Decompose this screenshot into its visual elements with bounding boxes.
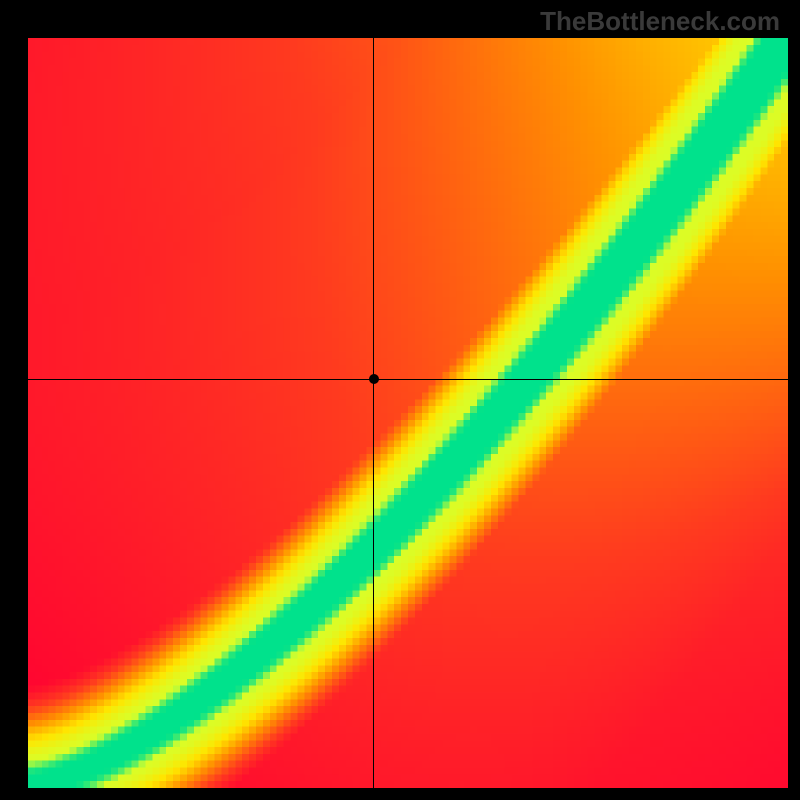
watermark-text: TheBottleneck.com bbox=[540, 6, 780, 37]
crosshair-vertical bbox=[373, 38, 374, 788]
crosshair-horizontal bbox=[28, 379, 788, 380]
crosshair-marker bbox=[369, 374, 379, 384]
bottleneck-heatmap bbox=[28, 38, 788, 788]
